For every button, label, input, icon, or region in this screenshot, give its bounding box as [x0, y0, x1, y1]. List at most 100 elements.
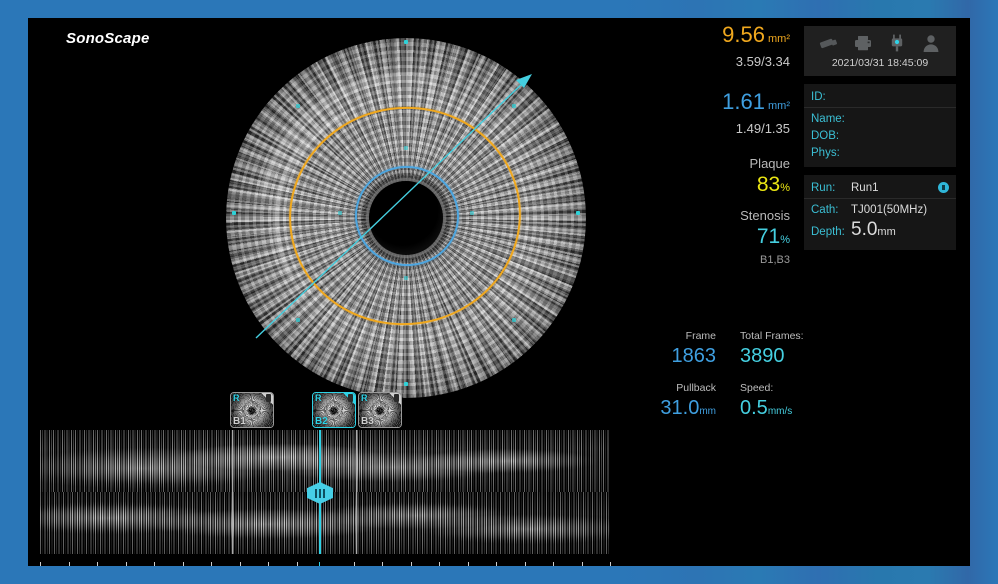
marker-line-current-lower[interactable] [319, 492, 321, 554]
eem-diameters: 3.59/3.34 [735, 54, 790, 69]
printer-icon[interactable] [852, 33, 874, 53]
ivus-image[interactable] [226, 38, 586, 398]
bookmark-label: B3 [361, 416, 374, 427]
longitudinal-image-bottom [40, 492, 610, 554]
ruler-tick [553, 562, 554, 566]
marker-line-b1-lower[interactable] [232, 492, 233, 554]
bookmark-label: B1 [233, 416, 246, 427]
frame-stat: Frame 1863 [608, 328, 717, 368]
panel-divider-2 [804, 198, 956, 199]
ruler-tick [610, 562, 611, 566]
plaque-label: Plaque [749, 156, 790, 171]
side-panel: 2021/03/31 18:45:09 ID: Name: DOB: Phys: [804, 26, 956, 258]
frame-label: Frame [685, 330, 716, 342]
main-canvas: SonoScape [28, 18, 970, 566]
usb-drive-icon[interactable] [818, 33, 840, 53]
stenosis-label: Stenosis [740, 208, 790, 223]
measurement-readouts: 9.56 mm² 3.59/3.34 1.61 mm² 1.49/1.35 Plaq… [650, 22, 790, 274]
pullback-value: 31.0 [660, 397, 700, 419]
bookmark-badge: R [233, 393, 240, 403]
depth-value: 5.0 [851, 219, 878, 240]
total-frames-label: Total Frames: [740, 330, 804, 342]
ruler-tick [439, 562, 440, 566]
lumen-area-unit: mm² [768, 100, 790, 112]
ruler-tick [297, 562, 298, 566]
patient-phys-label: Phys: [811, 146, 840, 159]
pullback-ruler[interactable] [40, 562, 611, 566]
ruler-tick [525, 562, 526, 566]
plaque-value-row: 83% [650, 173, 790, 200]
scrub-handle[interactable] [307, 482, 333, 504]
bookmark-corner-marker [342, 393, 355, 406]
ruler-tick [211, 562, 212, 566]
pullback-stats-row: Pullback 31.0mm Speed: 0.5mm/s [608, 380, 968, 424]
catheter-row[interactable]: Cath: TJ001(50MHz) [804, 201, 956, 218]
ruler-tick [183, 562, 184, 566]
bookmark-label: B2 [315, 416, 328, 427]
marker-line-b1[interactable] [232, 430, 233, 492]
catheter-label: Cath: [811, 203, 839, 216]
ruler-tick [382, 562, 383, 566]
depth-label: Depth: [811, 226, 845, 238]
depth-unit: mm [877, 226, 896, 238]
patient-name-row[interactable]: Name: [804, 110, 956, 127]
measurement-caliper-line[interactable] [226, 38, 586, 398]
lumen-measurement: 1.61 mm² 1.49/1.35 [650, 89, 790, 138]
patient-id-row[interactable]: ID: [804, 88, 956, 105]
speed-label: Speed: [740, 382, 774, 394]
ivus-cross-section-view[interactable] [64, 22, 644, 412]
patient-phys-row[interactable]: Phys: [804, 144, 956, 161]
longitudinal-view-panel[interactable] [40, 430, 611, 566]
ruler-tick [154, 562, 155, 566]
eem-measurement: 9.56 mm² 3.59/3.34 [650, 22, 790, 71]
marker-line-b3-lower[interactable] [356, 492, 357, 554]
lumen-area-value: 1.61 [722, 89, 765, 114]
catheter-plug-icon[interactable] [886, 33, 908, 53]
toolbar-panel: 2021/03/31 18:45:09 [804, 26, 956, 76]
catheter-value: TJ001(50MHz) [851, 203, 928, 216]
patient-name-label: Name: [811, 112, 845, 125]
speed-value: 0.5 [740, 397, 768, 419]
ruler-tick [69, 562, 70, 566]
ruler-tick [126, 562, 127, 566]
ruler-tick [468, 562, 469, 566]
plaque-value: 83 [756, 173, 781, 196]
pullback-value-group: 31.0mm [608, 396, 716, 424]
stenosis-unit: % [780, 234, 790, 246]
ruler-tick [40, 562, 41, 566]
marker-line-current[interactable] [319, 430, 321, 492]
pullback-unit: mm [699, 406, 716, 417]
plaque-measurement: Plaque 83% [650, 154, 790, 200]
patient-dob-row[interactable]: DOB: [804, 127, 956, 144]
reference-bookmarks: B1,B3 [760, 254, 790, 266]
run-label: Run: [811, 181, 836, 194]
depth-value-group: 5.0mm [851, 220, 896, 242]
frame-value: 1863 [671, 345, 717, 367]
info-icon[interactable] [938, 182, 949, 193]
run-row[interactable]: Run: Run1 [804, 179, 956, 196]
ruler-tick [240, 562, 241, 566]
ruler-tick [496, 562, 497, 566]
toolbar-icon-row [804, 33, 956, 56]
patient-dob-label: DOB: [811, 129, 840, 142]
acquisition-stats: Frame 1863 Total Frames: 3890 Pullback 3… [608, 328, 968, 424]
bookmark-thumbnail-b1[interactable]: R B1 [230, 392, 274, 428]
marker-line-b3[interactable] [356, 430, 357, 492]
ruler-tick [411, 562, 412, 566]
speed-value-group: 0.5mm/s [740, 396, 866, 424]
bookmark-thumbnail-b3[interactable]: R B3 [358, 392, 402, 428]
lumen-area: 1.61 mm² [650, 89, 790, 119]
depth-row[interactable]: Depth: 5.0mm [804, 218, 956, 244]
pullback-label: Pullback [676, 382, 716, 394]
patient-id-label: ID: [811, 90, 826, 103]
longitudinal-view-top[interactable] [40, 430, 610, 492]
eem-area: 9.56 mm² [650, 22, 790, 52]
bookmark-thumbnail-b2[interactable]: R B2 [312, 392, 356, 428]
bookmark-corner-marker [388, 393, 401, 406]
ruler-tick [582, 562, 583, 566]
longitudinal-view-bottom[interactable] [40, 492, 610, 554]
user-icon[interactable] [920, 33, 942, 53]
patient-info-panel: ID: Name: DOB: Phys: [804, 84, 956, 167]
stenosis-measurement: Stenosis 71% B1,B3 [650, 206, 790, 268]
